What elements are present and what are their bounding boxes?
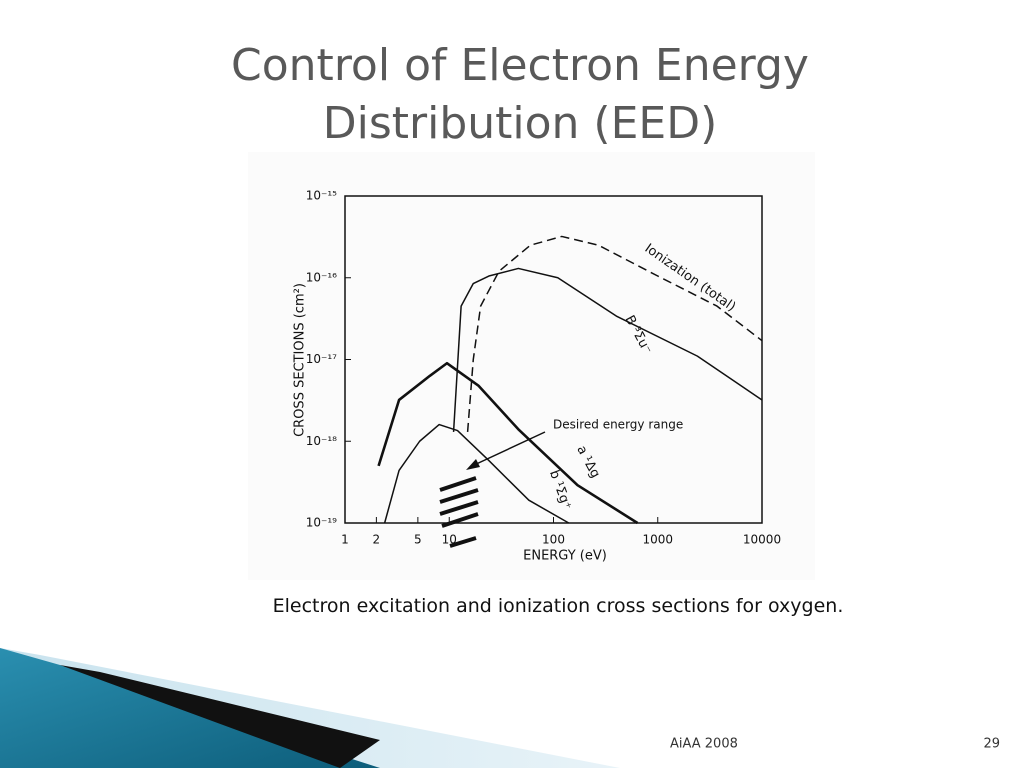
- page-number: 29: [983, 737, 1000, 752]
- x-tick-label: 1000: [642, 533, 673, 547]
- series-line: [383, 423, 570, 524]
- x-tick-label: 1: [341, 533, 349, 547]
- footer: AiAA 2008: [670, 737, 738, 752]
- arrow-head: [466, 459, 480, 470]
- series-line: [452, 267, 763, 432]
- caption: Electron excitation and ionization cross…: [272, 595, 844, 617]
- x-tick-label: 100: [542, 533, 565, 547]
- y-tick-label: 10⁻¹⁸: [306, 434, 337, 448]
- y-tick-label: 10⁻¹⁷: [306, 352, 337, 366]
- chart: Desired energy range ENERGY (eV) CROSS S…: [248, 152, 815, 580]
- y-tick-label: 10⁻¹⁶: [306, 270, 337, 284]
- decor: [60, 665, 380, 768]
- x-tick-label: 10: [442, 533, 457, 547]
- y-tick-label: 10⁻¹⁹: [306, 516, 337, 530]
- slide-title: Control of Electron Energy: [231, 40, 809, 91]
- series-line: [466, 235, 763, 432]
- y-tick-label: 10⁻¹⁵: [306, 189, 337, 203]
- x-tick-label: 2: [373, 533, 381, 547]
- y-axis-title: CROSS SECTIONS (cm²): [293, 283, 308, 437]
- arrow: [471, 431, 546, 467]
- x-tick-label: 5: [414, 533, 422, 547]
- slide-title: Distribution (EED): [323, 98, 718, 149]
- hatched-range: [439, 476, 479, 548]
- x-axis-title: ENERGY (eV): [523, 549, 607, 564]
- annotation: Desired energy range: [553, 418, 683, 432]
- x-tick-label: 10000: [743, 533, 781, 547]
- series-line: [377, 361, 639, 525]
- chart-background: [248, 152, 815, 580]
